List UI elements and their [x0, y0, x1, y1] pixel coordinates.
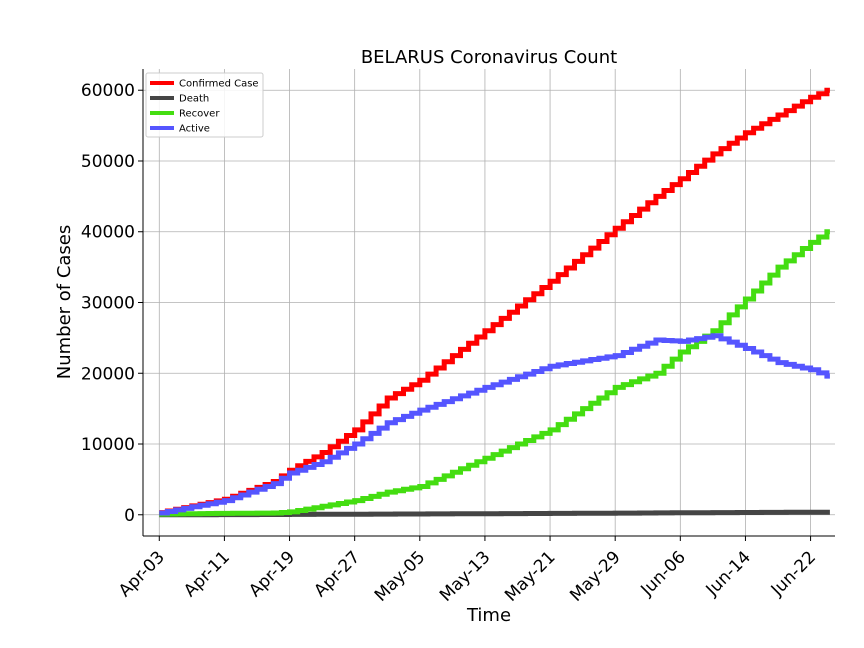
legend-box [145, 72, 264, 138]
legend-label: Death [179, 94, 209, 105]
x-tick-label: Apr-27 [310, 547, 364, 601]
x-tick-label: Apr-11 [180, 547, 234, 601]
series-line-active [159, 333, 830, 516]
y-tick-label: 60000 [81, 81, 135, 101]
legend-label: Recover [179, 109, 220, 120]
x-tick-label: Jun-06 [637, 547, 690, 600]
y-tick-label: 50000 [81, 152, 135, 172]
x-tick-label: Apr-19 [245, 547, 299, 601]
y-tick-label: 0 [124, 506, 135, 526]
x-tick-label: May-13 [436, 547, 494, 605]
y-tick-label: 10000 [81, 435, 135, 455]
legend-label: Confirmed Case [179, 79, 259, 90]
series-lines [159, 87, 830, 518]
legend: Confirmed Case Death Recover Active [145, 72, 264, 138]
y-axis-label: Number of Cases [54, 225, 75, 380]
y-tick-label: 20000 [81, 364, 135, 384]
y-tick-label: 30000 [81, 294, 135, 314]
series-line-confirmed-case [159, 87, 830, 516]
x-tick-label: May-21 [501, 547, 559, 605]
x-tick-label: Jun-22 [767, 547, 820, 600]
x-tick-label: Apr-03 [115, 547, 169, 601]
chart-title: BELARUS Coronavirus Count [361, 47, 617, 68]
legend-label: Active [179, 124, 210, 135]
x-tick-label: May-29 [566, 547, 624, 605]
x-tick-label: Jun-14 [702, 547, 755, 600]
grid [143, 69, 835, 536]
y-tick-label: 40000 [81, 223, 135, 243]
x-tick-label: May-05 [371, 547, 429, 605]
x-axis-label: Time [466, 605, 511, 626]
series-line-recover [159, 229, 830, 517]
